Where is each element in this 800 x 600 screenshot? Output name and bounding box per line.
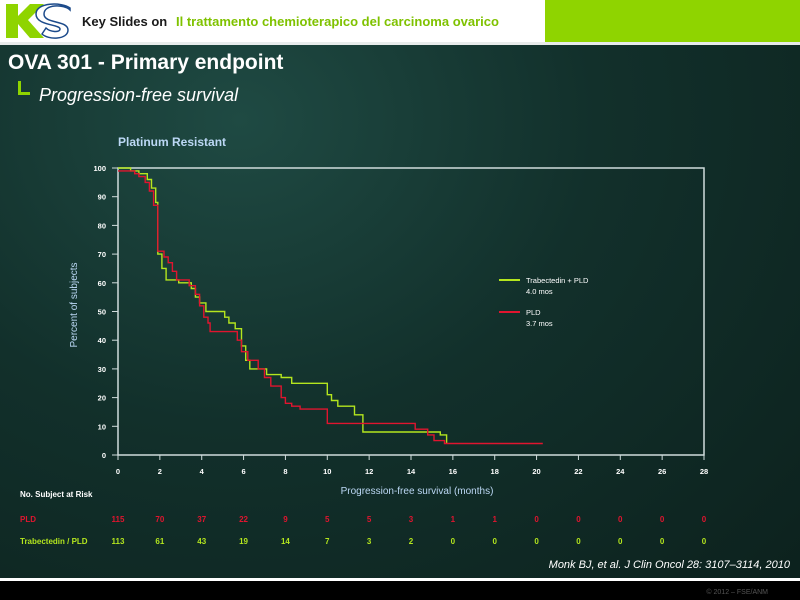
at-risk-value: 0 <box>659 515 665 524</box>
at-risk-value: 0 <box>534 537 539 546</box>
y-tick-label: 30 <box>98 365 106 374</box>
at-risk-value: 9 <box>283 515 288 524</box>
slide-subtitle: Progression-free survival <box>39 85 239 105</box>
at-risk-value: 43 <box>197 537 207 546</box>
at-risk-value: 115 <box>111 515 125 524</box>
x-tick-label: 20 <box>532 467 540 476</box>
y-tick-label: 50 <box>98 308 106 317</box>
series-line-0 <box>118 167 448 444</box>
at-risk-value: 7 <box>325 537 330 546</box>
at-risk-value: 14 <box>280 537 290 546</box>
header-bar: Key Slides on Il trattamento chemioterap… <box>0 0 800 42</box>
at-risk-value: 22 <box>239 515 249 524</box>
y-tick-label: 100 <box>93 164 106 173</box>
x-tick-label: 16 <box>449 467 457 476</box>
bullet-icon <box>18 81 30 95</box>
legend-median-1: 3.7 mos <box>526 319 553 328</box>
at-risk-label-trabectedin: Trabectedin / PLD <box>20 537 88 546</box>
citation: Monk BJ, et al. J Clin Oncol 28: 3107–31… <box>548 559 790 571</box>
legend-name-1: PLD <box>526 308 541 317</box>
x-tick-label: 12 <box>365 467 373 476</box>
at-risk-value: 1 <box>450 515 456 524</box>
at-risk-value: 0 <box>618 537 623 546</box>
y-tick-label: 10 <box>98 422 106 431</box>
x-tick-label: 10 <box>323 467 331 476</box>
copyright: © 2012 – FSE/ANM <box>706 589 768 596</box>
at-risk-value: 5 <box>366 515 372 524</box>
x-tick-label: 28 <box>700 467 708 476</box>
at-risk-value: 0 <box>576 537 581 546</box>
y-tick-label: 40 <box>98 336 106 345</box>
x-tick-label: 26 <box>658 467 666 476</box>
at-risk-value: 113 <box>111 537 125 546</box>
x-tick-label: 8 <box>283 467 287 476</box>
footer-bar: © 2012 – FSE/ANM <box>0 578 800 600</box>
at-risk-value: 0 <box>450 537 456 546</box>
y-tick-label: 80 <box>98 221 106 230</box>
at-risk-value: 61 <box>155 537 165 546</box>
header-title: Il trattamento chemioterapico del carcin… <box>176 14 499 29</box>
chart-title: Platinum Resistant <box>118 135 227 149</box>
at-risk-header: No. Subject at Risk <box>20 490 93 499</box>
x-tick-label: 4 <box>200 467 205 476</box>
at-risk-value: 0 <box>701 515 707 524</box>
series-line-1 <box>118 170 543 445</box>
at-risk-value: 0 <box>534 515 539 524</box>
x-tick-label: 6 <box>241 467 245 476</box>
y-axis-label: Percent of subjects <box>69 262 80 347</box>
at-risk-value: 5 <box>325 515 330 524</box>
at-risk-value: 2 <box>408 537 414 546</box>
x-axis-label: Progression-free survival (months) <box>341 486 494 497</box>
at-risk-value: 0 <box>492 537 497 546</box>
y-tick-label: 0 <box>102 451 106 460</box>
at-risk-value: 0 <box>618 515 623 524</box>
y-tick-label: 90 <box>98 193 106 202</box>
x-tick-label: 2 <box>158 467 162 476</box>
at-risk-value: 37 <box>197 515 207 524</box>
x-tick-label: 14 <box>407 467 416 476</box>
at-risk-value: 3 <box>366 537 372 546</box>
at-risk-value: 70 <box>155 515 165 524</box>
slide-title: OVA 301 - Primary endpoint <box>8 51 284 74</box>
x-tick-label: 18 <box>491 467 499 476</box>
y-tick-label: 20 <box>98 394 106 403</box>
at-risk-value: 0 <box>659 537 665 546</box>
at-risk-label-pld: PLD <box>20 515 36 524</box>
header-accent-bar <box>545 0 800 42</box>
at-risk-value: 0 <box>576 515 581 524</box>
at-risk-value: 19 <box>239 537 249 546</box>
ks-logo-icon <box>6 3 71 39</box>
at-risk-value: 1 <box>492 515 497 524</box>
header-prefix: Key Slides on <box>82 14 168 29</box>
legend-name-0: Trabectedin + PLD <box>526 276 589 285</box>
x-tick-label: 24 <box>616 467 625 476</box>
at-risk-value: 0 <box>701 537 707 546</box>
y-tick-label: 60 <box>98 279 106 288</box>
x-tick-label: 0 <box>116 467 120 476</box>
y-tick-label: 70 <box>98 250 106 259</box>
header-divider <box>0 42 800 45</box>
legend-median-0: 4.0 mos <box>526 287 553 296</box>
x-tick-label: 22 <box>574 467 582 476</box>
at-risk-value: 3 <box>408 515 414 524</box>
